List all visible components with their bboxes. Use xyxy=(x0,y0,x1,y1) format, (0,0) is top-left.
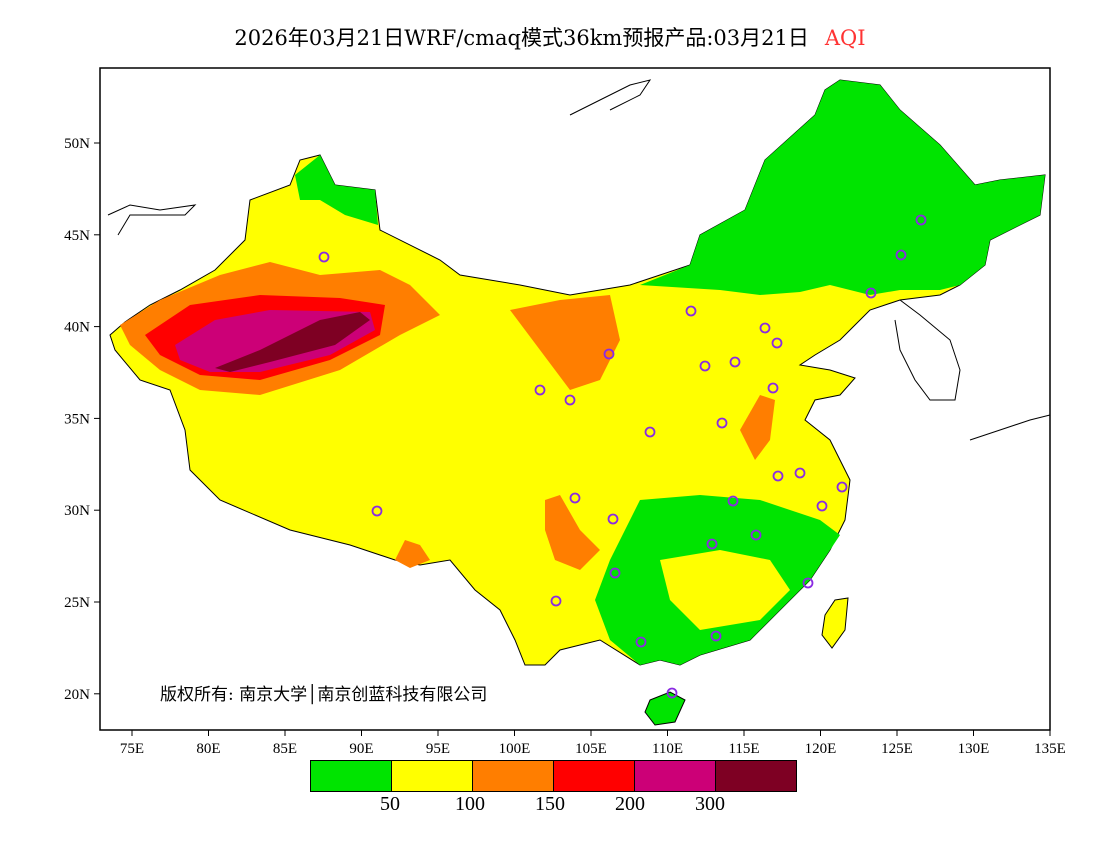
lat-tick-label: 45N xyxy=(64,228,90,244)
city-marker xyxy=(569,492,581,504)
korea-coast xyxy=(894,299,961,401)
legend-swatch-unhealthy xyxy=(554,761,635,791)
region-orange-tibet xyxy=(395,540,430,568)
japan-coast xyxy=(969,414,1051,441)
legend-label: 200 xyxy=(615,793,645,815)
region-hazardous-xinjiang xyxy=(215,312,370,372)
hainan xyxy=(644,691,686,726)
lon-tick-label: 125E xyxy=(881,741,913,757)
legend-swatch-hazardous xyxy=(716,761,796,791)
region-good-northwest xyxy=(295,155,378,225)
city-marker xyxy=(550,595,562,607)
city-marker xyxy=(772,470,784,482)
lon-tick-label: 120E xyxy=(805,741,837,757)
city-marker xyxy=(716,417,728,429)
lon-tick-label: 80E xyxy=(196,741,220,757)
lon-tick-label: 85E xyxy=(273,741,297,757)
city-marker xyxy=(644,426,656,438)
lat-tick-label: 25N xyxy=(64,595,90,611)
legend-label: 100 xyxy=(455,793,485,815)
lat-tick-label: 40N xyxy=(64,320,90,336)
legend-label: 300 xyxy=(695,793,725,815)
lon-tick-label: 135E xyxy=(1034,741,1066,757)
city-marker xyxy=(802,577,814,589)
city-marker xyxy=(771,337,783,349)
lon-tick-label: 95E xyxy=(426,741,450,757)
city-marker xyxy=(371,505,383,517)
region-orange-henan xyxy=(740,395,775,460)
lon-tick-label: 115E xyxy=(728,741,759,757)
city-marker xyxy=(895,249,907,261)
city-marker xyxy=(915,214,927,226)
city-marker xyxy=(699,360,711,372)
city-marker xyxy=(750,529,762,541)
legend-swatch-moderate xyxy=(392,761,473,791)
city-marker xyxy=(727,495,739,507)
city-marker xyxy=(635,636,647,648)
lon-tick-label: 105E xyxy=(575,741,607,757)
city-marker xyxy=(865,287,877,299)
city-marker xyxy=(794,467,806,479)
variable-label: AQI xyxy=(824,26,866,50)
city-marker xyxy=(729,356,741,368)
city-marker xyxy=(318,251,330,263)
lat-tick-label: 35N xyxy=(64,411,90,427)
city-marker xyxy=(759,322,771,334)
city-marker xyxy=(609,567,621,579)
city-marker xyxy=(710,630,722,642)
city-marker xyxy=(706,538,718,550)
taiwan xyxy=(821,597,849,649)
kazakh-lake xyxy=(107,204,197,236)
city-marker xyxy=(666,687,678,699)
legend-label: 50 xyxy=(380,793,400,815)
lon-tick-label: 110E xyxy=(652,741,683,757)
copyright-text: 版权所有: 南京大学│南京创蓝科技有限公司 xyxy=(160,685,488,705)
region-good-northeast xyxy=(640,80,1045,295)
city-marker xyxy=(685,305,697,317)
map-frame xyxy=(99,67,1051,731)
legend-swatch-very-unhealthy xyxy=(635,761,716,791)
legend-label: 150 xyxy=(535,793,565,815)
lon-tick-label: 100E xyxy=(499,741,531,757)
lat-tick-label: 30N xyxy=(64,503,90,519)
region-orange-sichuan xyxy=(545,495,600,570)
legend-swatch-good xyxy=(311,761,392,791)
lon-tick-label: 130E xyxy=(958,741,990,757)
title-text: 2026年03月21日WRF/cmaq模式36km预报产品:03月21日 xyxy=(234,26,809,50)
color-legend xyxy=(310,760,797,792)
lon-tick-label: 75E xyxy=(120,741,144,757)
region-moderate-south xyxy=(660,550,790,630)
map-area xyxy=(107,79,1051,726)
map-title: 2026年03月21日WRF/cmaq模式36km预报产品:03月21日 AQI xyxy=(0,22,1100,52)
russia-coast xyxy=(569,79,652,116)
lat-tick-label: 50N xyxy=(64,136,90,152)
city-marker xyxy=(607,513,619,525)
region-orange-central xyxy=(510,295,620,390)
city-markers xyxy=(318,214,927,699)
lat-tick-label: 20N xyxy=(64,687,90,703)
city-marker xyxy=(534,384,546,396)
city-marker xyxy=(603,348,615,360)
city-marker xyxy=(767,382,779,394)
lon-tick-label: 90E xyxy=(349,741,373,757)
city-marker xyxy=(816,500,828,512)
city-marker xyxy=(564,394,576,406)
legend-swatch-sensitive xyxy=(473,761,554,791)
city-marker xyxy=(836,481,848,493)
